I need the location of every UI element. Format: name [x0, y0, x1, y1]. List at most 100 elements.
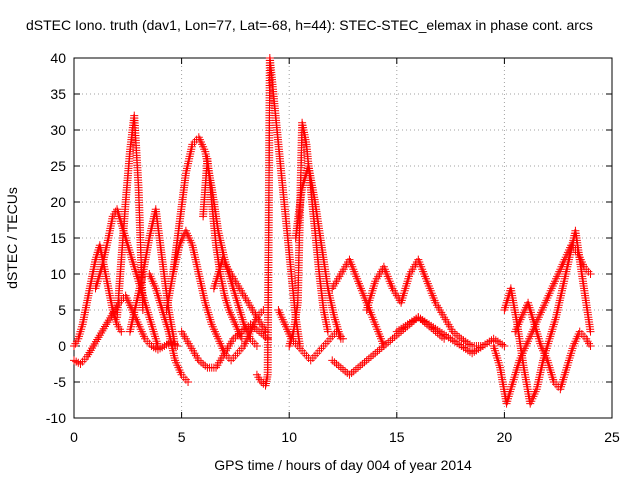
- data-point: [586, 270, 595, 278]
- data-point: [345, 370, 354, 379]
- data-point: [457, 342, 466, 350]
- data-point: [366, 352, 375, 361]
- data-point: [138, 306, 147, 314]
- data-point: [231, 333, 240, 341]
- data-point: [89, 342, 98, 350]
- data-point: [98, 326, 107, 335]
- data-point: [407, 317, 416, 326]
- data-point: [110, 307, 119, 316]
- y-tick-label: 35: [50, 86, 66, 102]
- series-4: [125, 205, 180, 350]
- data-point: [252, 342, 261, 350]
- data-point: [444, 333, 453, 342]
- data-point: [153, 342, 162, 350]
- data-point: [84, 350, 93, 359]
- data-point: [373, 347, 382, 356]
- data-point: [453, 331, 462, 340]
- data-point: [149, 343, 158, 352]
- data-point: [431, 324, 440, 333]
- data-point: [341, 367, 350, 376]
- data-point: [427, 321, 436, 330]
- data-point: [250, 324, 259, 332]
- data-point: [463, 346, 472, 355]
- data-point: [461, 337, 470, 346]
- data-point: [461, 344, 470, 353]
- data-point: [351, 365, 360, 374]
- data-point: [100, 322, 109, 331]
- data-point: [379, 342, 388, 350]
- data-point: [485, 337, 494, 346]
- data-point: [240, 325, 249, 334]
- data-point: [252, 325, 261, 334]
- data-point: [489, 334, 498, 343]
- data-point: [433, 326, 442, 335]
- series-20: [500, 226, 595, 408]
- data-point: [90, 339, 99, 348]
- data-point: [117, 327, 126, 336]
- data-point: [422, 318, 431, 327]
- data-point: [85, 348, 94, 357]
- data-point: [196, 358, 205, 367]
- data-point: [199, 360, 208, 368]
- data-point: [498, 340, 507, 349]
- data-point: [397, 324, 406, 333]
- data-point: [586, 327, 595, 336]
- data-point: [386, 336, 395, 345]
- x-axis-label: GPS time / hours of day 004 of year 2014: [214, 457, 472, 473]
- data-point: [463, 339, 472, 348]
- data-point: [410, 316, 419, 325]
- data-point: [586, 342, 595, 350]
- data-point: [455, 333, 464, 341]
- data-point: [500, 342, 509, 350]
- data-point: [74, 358, 83, 367]
- data-point: [414, 313, 423, 322]
- x-tick-label: 10: [281, 429, 297, 445]
- x-tick-label: 0: [70, 429, 78, 445]
- data-point: [334, 361, 343, 370]
- y-tick-label: 20: [50, 194, 66, 210]
- data-point: [229, 334, 238, 343]
- series-21: [511, 298, 595, 394]
- data-point: [453, 339, 462, 348]
- data-point: [450, 329, 459, 338]
- data-point: [491, 336, 500, 345]
- series-18: [392, 313, 509, 358]
- data-point: [242, 324, 251, 332]
- data-point: [93, 335, 102, 344]
- data-point: [418, 316, 427, 325]
- data-point: [336, 334, 345, 343]
- y-tick-label: 0: [58, 338, 66, 354]
- data-point: [457, 334, 466, 343]
- data-point: [440, 330, 449, 339]
- series-7: [168, 226, 268, 365]
- y-tick-label: -5: [54, 374, 67, 390]
- data-point: [158, 343, 167, 352]
- y-tick-label: 5: [58, 302, 66, 318]
- data-point: [360, 358, 369, 367]
- data-point: [339, 365, 347, 374]
- data-point: [416, 314, 425, 323]
- series-5: [145, 270, 193, 386]
- data-point: [201, 361, 210, 370]
- series-17: [362, 255, 487, 350]
- data-point: [104, 316, 113, 325]
- data-point: [257, 378, 266, 386]
- data-point: [237, 334, 246, 343]
- data-point: [375, 345, 384, 354]
- data-point: [442, 331, 451, 340]
- data-point: [472, 346, 481, 355]
- data-point: [358, 360, 367, 368]
- x-tick-label: 15: [389, 429, 405, 445]
- data-point: [91, 337, 100, 346]
- data-point: [248, 322, 257, 331]
- series-10: [209, 255, 270, 336]
- data-point: [356, 361, 365, 370]
- data-points: [70, 54, 595, 408]
- y-tick-label: 40: [50, 50, 66, 66]
- data-point: [88, 344, 97, 353]
- data-point: [328, 356, 337, 365]
- data-point: [429, 323, 438, 332]
- data-point: [323, 327, 332, 336]
- data-point: [483, 339, 492, 348]
